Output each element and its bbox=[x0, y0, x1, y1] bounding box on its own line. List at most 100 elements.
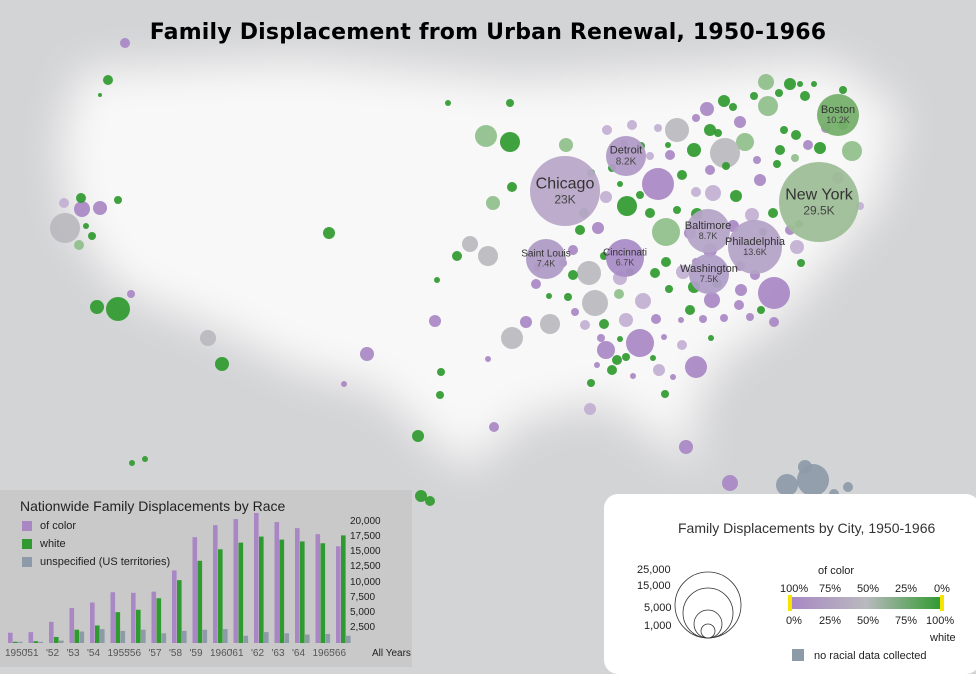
all-years-label: All Years bbox=[372, 648, 411, 659]
x-tick-label: '62 bbox=[251, 648, 265, 659]
city-bubble bbox=[50, 213, 80, 243]
bar-of-color bbox=[315, 534, 321, 643]
city-bubble bbox=[88, 232, 96, 240]
city-bubble bbox=[769, 317, 779, 327]
city-bubble bbox=[602, 125, 612, 135]
legend-white: white bbox=[22, 538, 66, 550]
city-bubble bbox=[559, 138, 573, 152]
city-bubble bbox=[501, 327, 523, 349]
city-bubble bbox=[546, 293, 552, 299]
bar-unspecified bbox=[223, 629, 228, 643]
city-bubble bbox=[478, 246, 498, 266]
city-bubble bbox=[506, 99, 514, 107]
city-bubble bbox=[650, 355, 656, 361]
city-bubble bbox=[651, 314, 661, 324]
city-bubble bbox=[612, 355, 622, 365]
city-legend-title: Family Displacements by City, 1950-1966 bbox=[678, 520, 936, 536]
city-bubble bbox=[773, 160, 781, 168]
city-bubble bbox=[758, 277, 790, 309]
bar-of-color bbox=[254, 513, 259, 643]
city-bubble-cincinnati bbox=[606, 239, 644, 277]
bar-unspecified bbox=[202, 629, 208, 643]
city-bubble bbox=[758, 96, 778, 116]
size-legend-circles bbox=[674, 571, 742, 639]
bar-white bbox=[279, 539, 285, 643]
bar-chart bbox=[8, 513, 351, 643]
city-bubble bbox=[485, 356, 491, 362]
bottom-tick-0: 0% bbox=[786, 615, 802, 627]
city-bubble bbox=[676, 265, 690, 279]
unspecified-swatch bbox=[22, 557, 32, 567]
city-bubble bbox=[798, 460, 812, 474]
city-bubble bbox=[98, 93, 102, 97]
x-tick-label: '54 bbox=[87, 648, 101, 659]
x-tick-label: 1950 bbox=[5, 648, 28, 659]
city-bubble bbox=[842, 141, 862, 161]
city-bubble bbox=[76, 193, 86, 203]
no-data-swatch bbox=[792, 649, 804, 661]
city-bubble-saint-louis bbox=[526, 239, 566, 279]
bar-unspecified bbox=[346, 635, 351, 643]
city-bubble bbox=[434, 277, 440, 283]
city-bubble bbox=[445, 100, 451, 106]
city-bubble bbox=[775, 145, 785, 155]
gradient-end-left bbox=[788, 595, 792, 611]
bar-white bbox=[320, 543, 326, 643]
city-bubble bbox=[780, 126, 788, 134]
city-bubble bbox=[735, 284, 747, 296]
y-tick-label: 10,000 bbox=[350, 576, 381, 588]
city-bubble bbox=[687, 143, 701, 157]
city-bubble bbox=[106, 297, 130, 321]
bar-white bbox=[156, 598, 162, 643]
city-bubble bbox=[734, 300, 744, 310]
city-bubble bbox=[619, 313, 633, 327]
city-bubble bbox=[714, 129, 722, 137]
city-bubble bbox=[758, 74, 774, 90]
size-label-1000: 1,000 bbox=[644, 620, 672, 632]
city-bubble bbox=[577, 261, 601, 285]
city-bubble bbox=[653, 364, 665, 376]
city-bubble bbox=[597, 334, 605, 342]
bar-white bbox=[33, 641, 39, 643]
city-bubble bbox=[437, 368, 445, 376]
city-bubble bbox=[622, 353, 630, 361]
x-tick-label: 1960 bbox=[210, 648, 233, 659]
bar-unspecified bbox=[305, 634, 310, 643]
city-bubble bbox=[568, 270, 578, 280]
bar-of-color bbox=[336, 546, 341, 643]
city-bubble bbox=[843, 482, 853, 492]
city-bubble bbox=[412, 430, 424, 442]
city-bubble bbox=[708, 335, 714, 341]
bar-white bbox=[136, 609, 141, 643]
city-bubble bbox=[665, 142, 671, 148]
bar-white bbox=[300, 541, 305, 643]
city-bubble bbox=[661, 334, 667, 340]
city-bubble bbox=[592, 222, 604, 234]
city-bubble bbox=[691, 187, 701, 197]
city-bubble bbox=[784, 78, 796, 90]
bar-unspecified bbox=[264, 632, 269, 643]
legend-graphics bbox=[674, 571, 944, 639]
x-tick-label: '64 bbox=[292, 648, 306, 659]
city-bubble bbox=[790, 240, 804, 254]
city-bubble bbox=[705, 185, 721, 201]
bar-of-color bbox=[28, 632, 34, 643]
city-bubble bbox=[360, 347, 374, 361]
city-bubble bbox=[627, 120, 637, 130]
city-bubble bbox=[692, 114, 700, 122]
white-scale-label: white bbox=[930, 632, 956, 644]
city-bubble-detroit bbox=[606, 136, 646, 176]
city-bubble-chicago bbox=[530, 156, 600, 226]
chart-title: Nationwide Family Displacements by Race bbox=[20, 498, 286, 514]
city-bubble bbox=[642, 168, 674, 200]
city-bubble bbox=[797, 81, 803, 87]
city-bubble bbox=[617, 336, 623, 342]
y-tick-label: 2,500 bbox=[350, 621, 376, 633]
y-tick-label: 5,000 bbox=[350, 606, 376, 618]
city-bubble bbox=[803, 140, 813, 150]
bar-unspecified bbox=[141, 629, 146, 643]
city-bubble bbox=[74, 240, 84, 250]
bar-of-color bbox=[90, 602, 95, 643]
city-bubble bbox=[736, 133, 754, 151]
city-bubble bbox=[114, 196, 122, 204]
